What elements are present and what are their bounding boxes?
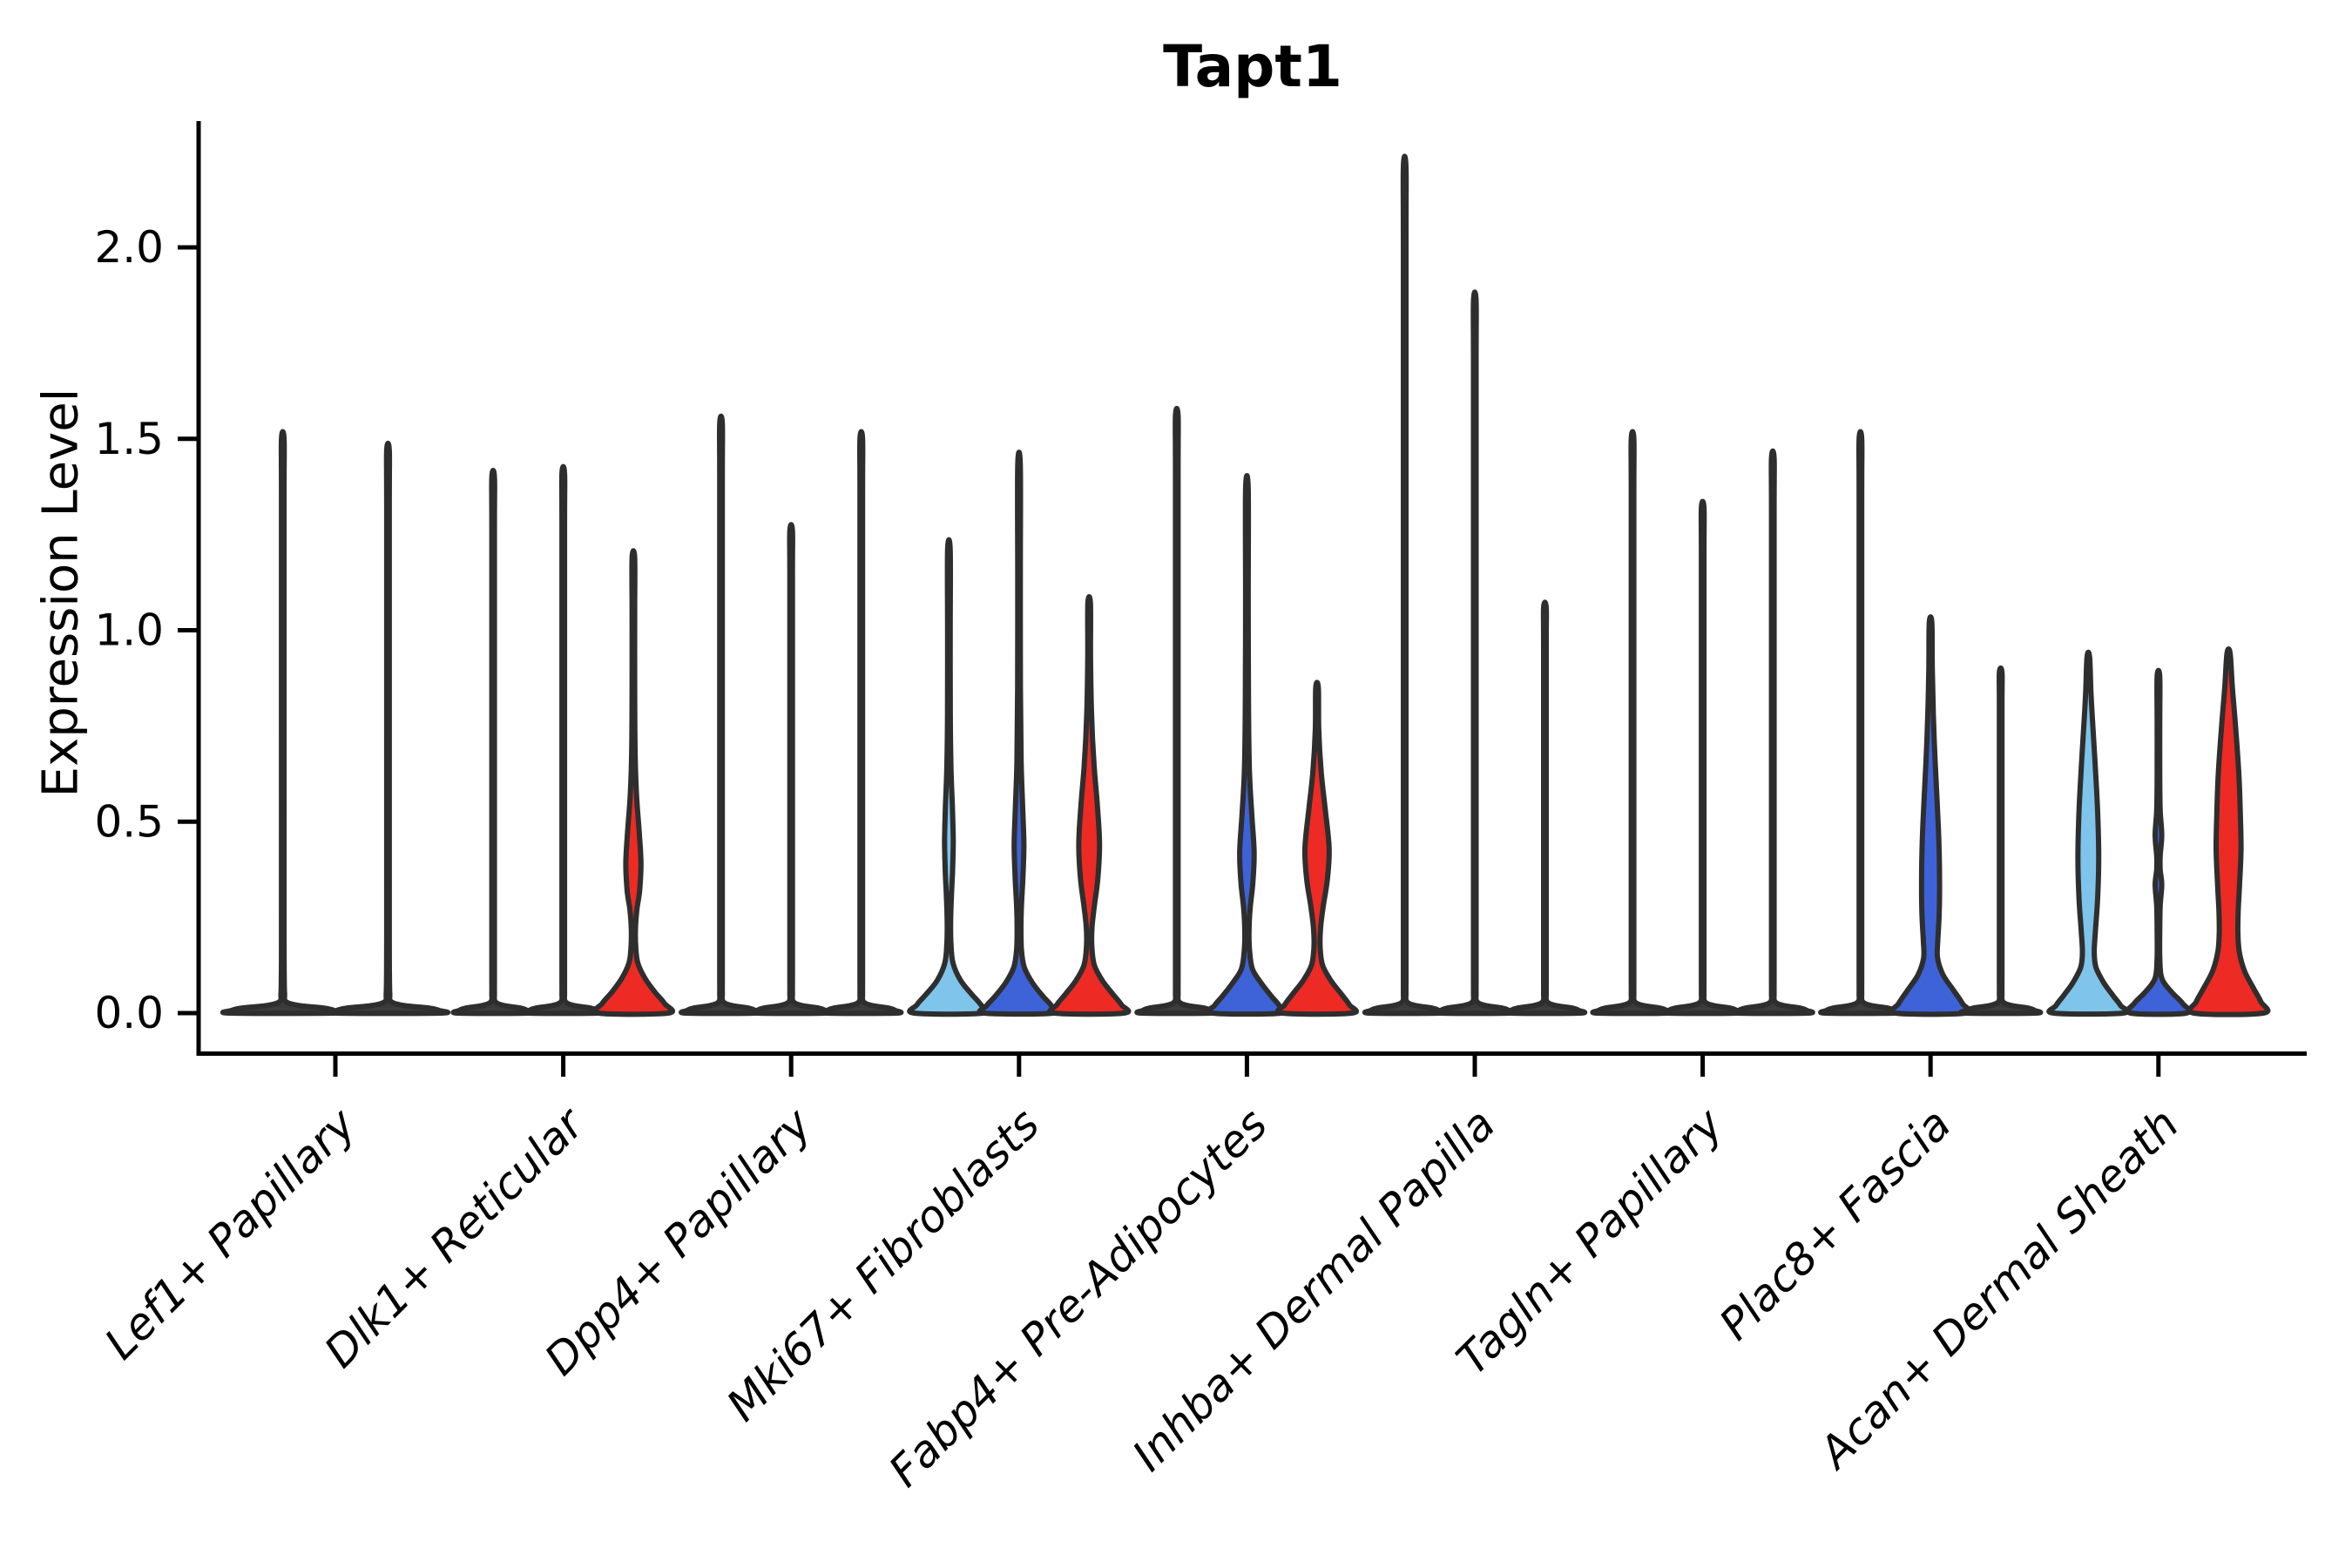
violin-9-3 xyxy=(2186,645,2271,1017)
violin-6-2 xyxy=(1432,289,1517,1017)
violin-8-1 xyxy=(1818,429,1903,1017)
violin-2-3 xyxy=(591,548,675,1017)
x-tick-label: Fabp4+ Pre-Adipocytes xyxy=(879,1098,1277,1497)
y-tick-label: 0.0 xyxy=(94,988,164,1038)
violin-7-3 xyxy=(1730,448,1815,1017)
violin-7-1 xyxy=(1590,429,1675,1017)
violin-5-1 xyxy=(1134,405,1220,1017)
y-tick-label: 1.5 xyxy=(94,414,164,464)
violin-1-2 xyxy=(325,440,451,1017)
violin-1-1 xyxy=(220,429,346,1017)
y-tick-label: 2.0 xyxy=(94,222,164,273)
violin-9-1 xyxy=(2046,649,2131,1017)
violin-9-2 xyxy=(2125,667,2193,1017)
violin-5-2 xyxy=(1205,473,1289,1017)
violin-3-1 xyxy=(679,413,764,1017)
y-tick-label: 0.5 xyxy=(94,796,164,847)
violin-3-2 xyxy=(748,522,834,1017)
violin-6-3 xyxy=(1502,599,1588,1017)
violin-8-3 xyxy=(1958,665,2044,1017)
x-tick-label: Lef1+ Papillary xyxy=(95,1098,366,1369)
violin-4-3 xyxy=(1047,594,1132,1017)
violin-2-1 xyxy=(450,467,536,1017)
chart-title: Tapt1 xyxy=(1163,33,1342,100)
x-tick-label: Acan+ Dermal Sheath xyxy=(1808,1098,2188,1479)
violin-8-2 xyxy=(1889,614,1973,1017)
x-tick-label: Inhba+ Dermal Papilla xyxy=(1123,1098,1504,1480)
violin-6-1 xyxy=(1362,153,1448,1017)
violin-7-2 xyxy=(1659,498,1746,1017)
violin-4-2 xyxy=(977,449,1061,1017)
violin-2-2 xyxy=(520,463,606,1017)
violin-5-3 xyxy=(1274,679,1359,1017)
x-tick-label: Plac8+ Fascia xyxy=(1710,1098,1961,1349)
violin-4-1 xyxy=(907,537,991,1017)
y-tick-label: 1.0 xyxy=(94,605,164,656)
violin-3-3 xyxy=(819,429,904,1017)
